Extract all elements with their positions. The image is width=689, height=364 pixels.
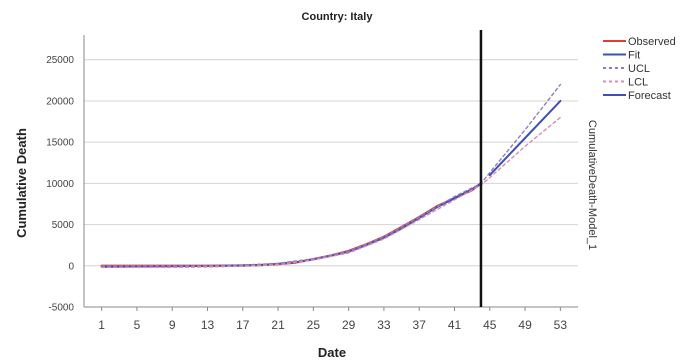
x-tick-label: 13 [201,318,215,332]
legend-label-observed: Observed [628,36,676,48]
y-axis-label: Cumulative Death [14,128,29,238]
x-tick-label: 17 [236,318,250,332]
x-tick-label: 25 [307,318,321,332]
x-tick-label: 9 [169,318,176,332]
y-tick-label: 20000 [46,96,74,107]
x-tick-label: 41 [448,318,462,332]
x-tick-label: 37 [413,318,427,332]
series-line-fit [100,182,482,268]
legend-label-lcl: LCL [628,77,648,89]
series-line-ucl [100,83,562,267]
y-tick-label: 0 [68,261,74,272]
legend-label-forecast: Forecast [628,90,671,102]
x-tick-label: 49 [518,318,532,332]
y-tick-label: 15000 [46,138,74,149]
x-tick-label: 33 [377,318,391,332]
legend-label-ucl: UCL [628,63,650,75]
x-tick-label: 21 [271,318,285,332]
series-line-lcl [100,116,562,269]
y-tick-label: 25000 [46,55,74,66]
model-label: CumulativeDeath-Model_1 [586,120,598,250]
legend-label-fit: Fit [628,50,640,62]
x-axis-label: Date [318,345,346,360]
chart-title: Country: Italy [302,11,374,23]
plot-area: -5000 0 5000 10000 15000 20000 25000 1 5 9 13 17 21 2… [46,30,578,332]
x-tick-label: 29 [342,318,356,332]
series-line-forecast [488,99,562,177]
x-tick-label: 5 [134,318,141,332]
x-tick-label: 1 [98,318,105,332]
x-tick-label: 53 [554,318,568,332]
y-tick-label: 10000 [46,179,74,190]
y-tick-label: 5000 [52,220,75,231]
x-tick-label: 45 [483,318,497,332]
y-tick-label: -5000 [48,303,74,314]
